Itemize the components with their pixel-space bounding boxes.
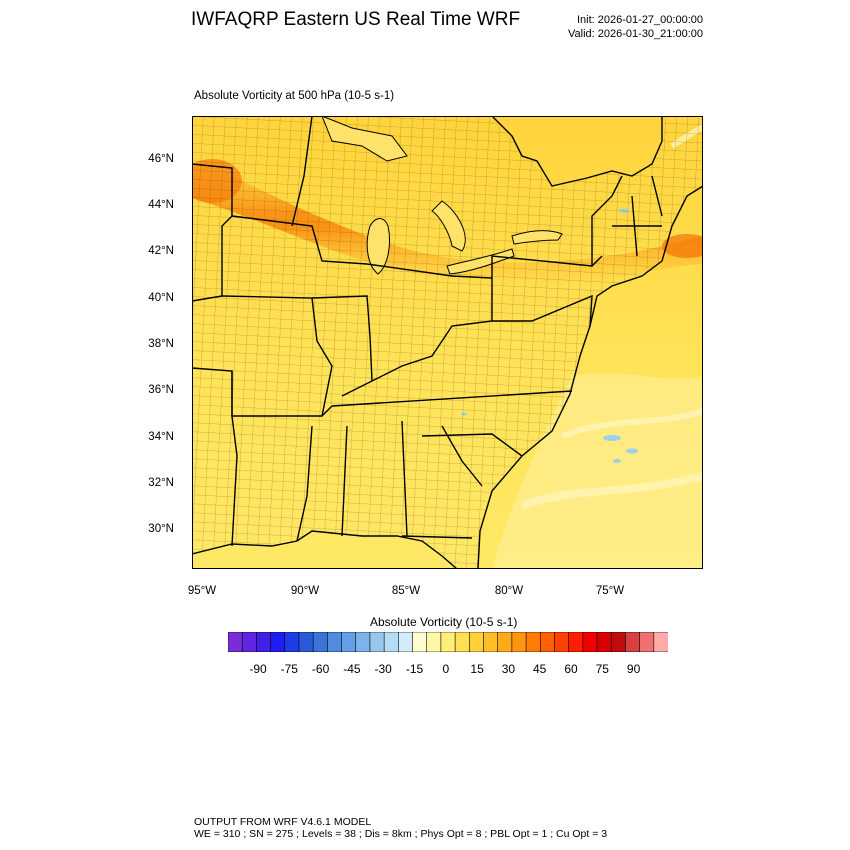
colorbar-tick-label: -30 [374, 662, 392, 676]
colorbar-swatch [228, 632, 243, 652]
vorticity-map [192, 116, 703, 569]
colorbar-swatch [440, 632, 456, 652]
lat-label: 32°N [148, 477, 174, 489]
colorbar-swatch [355, 632, 371, 652]
lon-label: 85°W [391, 585, 421, 597]
colorbar-tick-label: -60 [311, 662, 330, 676]
colorbar-tick-label: 90 [626, 662, 641, 676]
colorbar-swatch [539, 632, 556, 652]
page-title: IWFAQRP Eastern US Real Time WRF [191, 9, 521, 30]
lon-label: 80°W [494, 585, 524, 597]
lat-label: 40°N [148, 292, 174, 304]
colorbar-tick-label: -15 [405, 662, 424, 676]
colorbar-title: Absolute Vorticity (10-5 s-1) [370, 615, 518, 629]
colorbar-swatch [483, 632, 499, 652]
model-config-line: WE = 310 ; SN = 275 ; Levels = 38 ; Dis … [194, 828, 608, 840]
colorbar-swatch [582, 632, 598, 652]
colorbar-tick-label: 30 [501, 662, 516, 676]
lat-label: 30°N [148, 523, 174, 535]
colorbar-tick-label: 15 [470, 662, 484, 676]
map-frame [192, 116, 703, 569]
colorbar-swatch [383, 632, 399, 652]
lat-label: 42°N [148, 245, 174, 257]
colorbar-tick-label: 75 [595, 662, 609, 676]
state-borders [192, 116, 663, 547]
colorbar-swatch [270, 632, 286, 652]
colorbar-tick-label: -45 [343, 662, 361, 676]
valid-time: Valid: 2026-01-30_21:00:00 [568, 28, 703, 40]
colorbar-swatch [568, 632, 584, 652]
colorbar-swatch [468, 632, 485, 652]
lat-label: 44°N [148, 199, 174, 211]
colorbar-swatch [497, 632, 513, 652]
init-time: Init: 2026-01-27_00:00:00 [577, 14, 703, 26]
colorbar-swatch [327, 632, 343, 652]
colorbar-tick-label: -90 [249, 662, 267, 676]
colorbar-swatch [625, 632, 641, 652]
colorbar-tick-label: -75 [280, 662, 298, 676]
colorbar-swatch [426, 632, 442, 652]
colorbar [228, 632, 668, 652]
colorbar-swatch [525, 632, 541, 652]
colorbar-swatch [256, 632, 272, 652]
colorbar-swatch [454, 632, 470, 652]
colorbar-swatch [398, 632, 414, 652]
field-title: Absolute Vorticity at 500 hPa (10-5 s-1) [194, 90, 395, 102]
lat-label: 36°N [148, 384, 174, 396]
colorbar-swatch [369, 632, 385, 652]
colorbar-swatch [596, 632, 612, 652]
great-lakes [321, 116, 563, 275]
colorbar-swatch [511, 632, 527, 652]
model-line: OUTPUT FROM WRF V4.6.1 MODEL [194, 816, 372, 828]
colorbar-swatch [341, 632, 357, 652]
colorbar-swatch [312, 632, 328, 652]
colorbar-swatch [639, 632, 655, 652]
colorbar-swatch [653, 632, 668, 652]
run-times: Init: 2026-01-27_00:00:00 Valid: 2026-01… [568, 13, 703, 41]
colorbar-tick-label: 0 [442, 662, 450, 676]
colorbar-swatch [298, 632, 314, 652]
lat-label: 34°N [148, 431, 174, 443]
lat-label: 38°N [148, 338, 174, 350]
colorbar-swatch [284, 632, 300, 652]
lon-label: 90°W [290, 585, 320, 597]
model-info: OUTPUT FROM WRF V4.6.1 MODEL WE = 310 ; … [194, 816, 607, 840]
lon-label: 95°W [187, 585, 217, 597]
colorbar-tick-label: 60 [564, 662, 578, 676]
colorbar-swatch [610, 632, 627, 652]
lon-label: 75°W [595, 585, 625, 597]
colorbar-swatch [554, 632, 570, 652]
colorbar-tick-label: 45 [533, 662, 547, 676]
lat-label: 46°N [148, 153, 174, 165]
colorbar-swatch [241, 632, 257, 652]
colorbar-swatch [412, 632, 428, 652]
